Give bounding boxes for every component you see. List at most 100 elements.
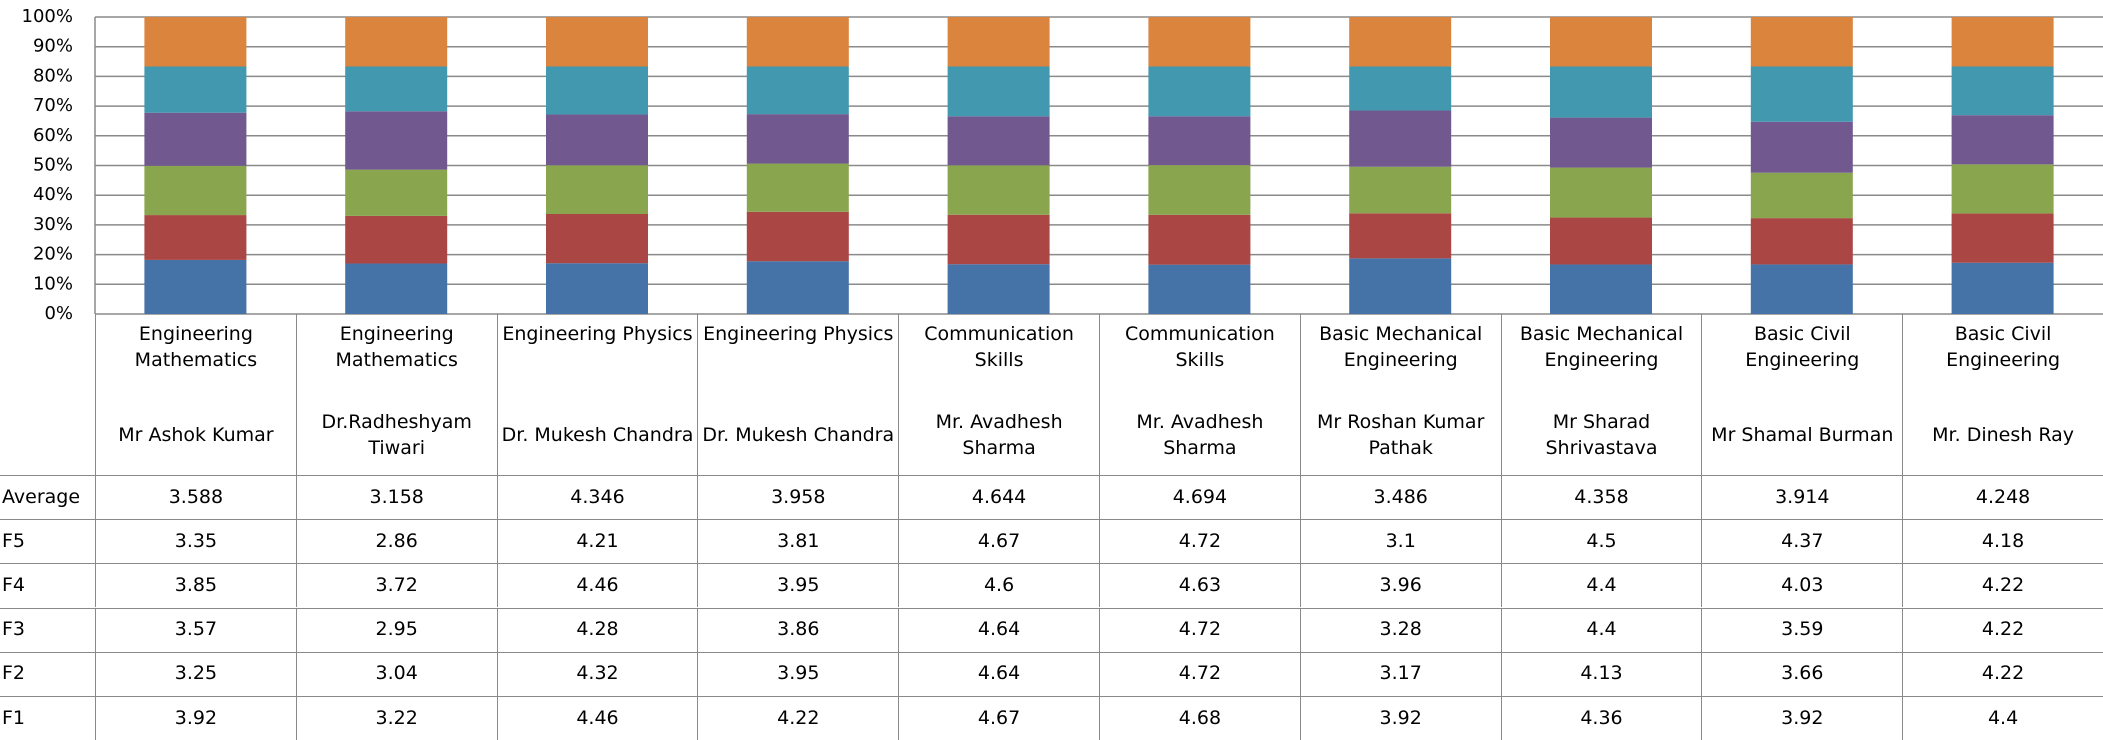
bar-segment xyxy=(345,17,448,67)
table-value: 4.346 xyxy=(496,475,698,520)
table-value: 4.72 xyxy=(1099,519,1300,564)
bar-segment xyxy=(546,17,648,67)
table-value: 4.72 xyxy=(1099,651,1300,696)
bar-segment xyxy=(746,163,849,212)
bar-segment xyxy=(345,263,448,314)
bar-segment xyxy=(144,215,247,260)
y-tick-label: 20% xyxy=(33,244,73,265)
bar-segment xyxy=(1951,164,2054,214)
y-tick-label: 70% xyxy=(33,95,73,116)
table-value: 4.36 xyxy=(1500,695,1702,740)
table-value: 4.63 xyxy=(1099,563,1300,608)
bar-segment xyxy=(1750,218,1853,265)
table-value: 3.158 xyxy=(295,475,497,520)
table-value: 3.17 xyxy=(1299,651,1501,696)
table-value: 4.4 xyxy=(1500,563,1702,608)
bar-segment xyxy=(1349,110,1452,167)
column-header: Basic Civil Engineering Mr. Dinesh Ray xyxy=(1902,314,2103,475)
bar-segment xyxy=(947,116,1050,166)
bar-segment xyxy=(1750,17,1853,67)
column-header: Basic Civil Engineering Mr Shamal Burman xyxy=(1701,314,1902,475)
y-tick-label: 60% xyxy=(33,125,73,146)
bar-segment xyxy=(746,211,849,262)
table-value: 4.6 xyxy=(898,563,1099,608)
bar-segment xyxy=(546,263,648,314)
bar-segment xyxy=(546,66,648,115)
table-value: 4.46 xyxy=(496,695,698,740)
bar-segment xyxy=(1349,66,1452,111)
subject-label: Engineering Mathematics xyxy=(335,323,458,371)
table-value: 3.96 xyxy=(1299,563,1501,608)
bar-segment xyxy=(345,111,448,170)
table-value: 3.486 xyxy=(1299,475,1501,520)
table-corner xyxy=(0,314,95,475)
instructor-label: Dr.Radheshyam Tiwari xyxy=(321,410,472,459)
table-value: 4.21 xyxy=(496,519,698,564)
y-tick-label: 30% xyxy=(33,214,73,235)
table-value: 3.04 xyxy=(295,651,497,696)
subject-label: Communication Skills xyxy=(924,323,1074,371)
bar-segment xyxy=(1148,17,1251,67)
subject-label: Basic Civil Engineering xyxy=(1745,323,1860,371)
table-value: 3.28 xyxy=(1299,607,1501,652)
table-value: 4.28 xyxy=(496,607,698,652)
bar-segment xyxy=(144,66,247,113)
table-value: 3.35 xyxy=(95,519,296,564)
subject-label: Basic Mechanical Engineering xyxy=(1519,323,1684,371)
row-label: F4 xyxy=(0,563,95,607)
bar-segment xyxy=(1148,214,1251,265)
bar-segment xyxy=(1750,121,1853,173)
table-value: 4.248 xyxy=(1902,475,2103,520)
bar-segment xyxy=(746,17,849,67)
bar-segment xyxy=(345,215,448,264)
table-value: 4.22 xyxy=(1902,607,2103,652)
y-tick-label: 40% xyxy=(33,184,73,205)
y-tick-label: 80% xyxy=(33,65,73,86)
table-value: 3.57 xyxy=(95,607,296,652)
table-value: 4.64 xyxy=(898,651,1099,696)
bar-segment xyxy=(345,66,448,112)
table-value: 4.694 xyxy=(1099,475,1300,520)
subject-label: Basic Civil Engineering xyxy=(1946,323,2061,371)
y-tick-label: 90% xyxy=(33,36,73,57)
table-value: 3.86 xyxy=(697,607,899,652)
table-value: 4.67 xyxy=(898,519,1099,564)
table-value: 4.18 xyxy=(1902,519,2103,564)
table-value: 3.59 xyxy=(1701,607,1903,652)
bar-segment xyxy=(1550,117,1652,168)
table-value: 4.22 xyxy=(1902,563,2103,608)
table-value: 4.68 xyxy=(1099,695,1300,740)
table-value: 3.1 xyxy=(1299,519,1501,564)
bar-segment xyxy=(144,259,247,314)
bar-segment xyxy=(1148,165,1251,215)
table-value: 4.5 xyxy=(1500,519,1702,564)
table-value: 3.95 xyxy=(697,563,899,608)
subject-label: Engineering Physics xyxy=(703,323,894,345)
table-value: 3.914 xyxy=(1701,475,1903,520)
instructor-label: Mr Ashok Kumar xyxy=(118,423,274,446)
table-value: 4.22 xyxy=(697,695,899,740)
column-header: Engineering Mathematics Dr.Radheshyam Tiw… xyxy=(295,314,497,475)
bar-segment xyxy=(144,165,247,216)
y-tick-label: 0% xyxy=(44,303,73,324)
bar-segment xyxy=(1148,116,1251,166)
table-value: 4.67 xyxy=(898,695,1099,740)
table-value: 4.03 xyxy=(1701,563,1903,608)
row-label: F2 xyxy=(0,651,95,696)
bar-segment xyxy=(1550,167,1652,218)
y-tick-label: 50% xyxy=(33,155,73,176)
table-value: 4.64 xyxy=(898,607,1099,652)
bar-segment xyxy=(947,214,1050,265)
table-value: 4.72 xyxy=(1099,607,1300,652)
column-header: Basic Mechanical Engineering Mr Roshan Ku… xyxy=(1299,314,1501,475)
table-value: 4.46 xyxy=(496,563,698,608)
bar-segment xyxy=(746,261,849,314)
bar-segment xyxy=(1148,66,1251,117)
bar-segment xyxy=(947,66,1050,117)
bar-segment xyxy=(1951,213,2054,263)
bar-segment xyxy=(947,17,1050,67)
column-header: Engineering Physics Dr. Mukesh Chandra xyxy=(496,314,698,475)
subject-label: Basic Mechanical Engineering xyxy=(1319,323,1483,371)
table-value: 3.22 xyxy=(295,695,497,740)
bar-segment xyxy=(1550,264,1652,314)
